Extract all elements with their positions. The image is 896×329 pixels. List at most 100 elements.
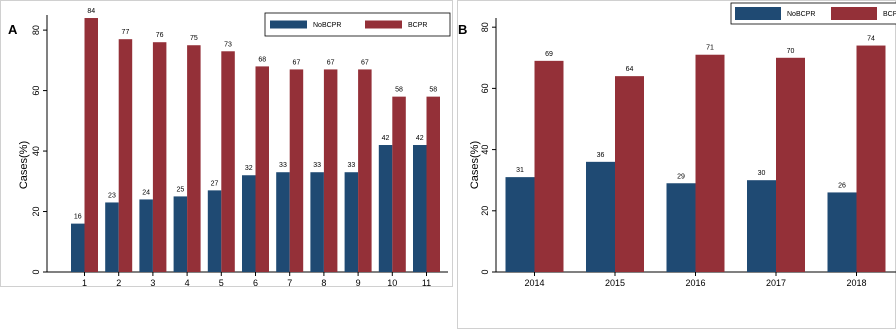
bar-nobcpr: [207, 190, 222, 272]
panel-frame: [457, 0, 896, 329]
data-label: 42: [382, 135, 390, 142]
data-label: 71: [706, 45, 714, 52]
bar-nobcpr: [413, 145, 427, 272]
x-tick-label: 5: [219, 278, 224, 288]
bar-bcpr: [426, 96, 440, 273]
legend-label: BCPR: [408, 22, 427, 29]
bar-nobcpr: [747, 180, 776, 272]
x-tick-label: 11: [422, 278, 431, 288]
y-tick-label: 60: [31, 86, 41, 96]
bar-nobcpr: [242, 175, 256, 272]
x-tick-label: 2014: [524, 278, 544, 288]
panel-frame: [0, 0, 453, 287]
legend: NoBCPR BCPR: [730, 2, 896, 25]
chart-panel-A: ACases(%)0204060801684123772247632575427…: [0, 0, 453, 288]
panel-label: A: [8, 22, 18, 37]
data-label: 64: [626, 66, 634, 73]
bar-bcpr: [776, 57, 805, 273]
x-tick-label: 4: [185, 278, 190, 288]
x-tick-label: 2: [116, 278, 121, 288]
data-label: 74: [867, 36, 875, 43]
bar-bcpr: [856, 45, 886, 272]
x-tick-label: 2015: [605, 278, 625, 288]
x-tick-label: 9: [356, 278, 361, 288]
data-label: 23: [108, 192, 116, 199]
y-tick-label: 80: [480, 22, 490, 32]
bar-bcpr: [392, 96, 406, 273]
x-tick-label: 10: [387, 278, 397, 288]
bar-bcpr: [187, 45, 201, 273]
bar-nobcpr: [505, 177, 535, 272]
bar-nobcpr: [173, 196, 188, 272]
bar-nobcpr: [344, 172, 359, 272]
bar-bcpr: [695, 54, 725, 272]
x-tick-label: 8: [321, 278, 326, 288]
data-label: 33: [347, 162, 355, 169]
bar-nobcpr: [139, 199, 153, 272]
bar-bcpr: [221, 51, 235, 273]
bar-bcpr: [152, 42, 167, 273]
data-label: 42: [416, 135, 424, 142]
bar-bcpr: [118, 39, 133, 273]
data-label: 69: [545, 51, 553, 58]
y-tick-label: 40: [480, 145, 490, 155]
bar-nobcpr: [310, 172, 324, 272]
bar-bcpr: [84, 18, 98, 272]
bar-nobcpr: [827, 192, 857, 272]
data-label: 76: [156, 32, 164, 39]
bar-nobcpr: [276, 172, 290, 272]
x-tick-label: 1: [82, 278, 87, 288]
data-label: 33: [279, 162, 287, 169]
data-label: 68: [258, 56, 266, 63]
data-label: 75: [190, 35, 198, 42]
data-label: 77: [122, 29, 130, 36]
legend: NoBCPR BCPR: [264, 12, 451, 37]
data-label: 58: [395, 87, 403, 94]
legend-label: NoBCPR: [313, 22, 341, 29]
y-axis-title: Cases(%): [18, 141, 30, 189]
legend-swatch-bcpr: [831, 7, 877, 20]
x-tick-label: 2017: [766, 278, 786, 288]
y-tick-label: 20: [31, 207, 41, 217]
legend-label: BCPR: [883, 11, 896, 18]
legend-box: [264, 12, 451, 37]
data-label: 67: [361, 59, 369, 66]
legend-label: NoBCPR: [787, 11, 815, 18]
x-tick-label: 6: [253, 278, 258, 288]
bar-bcpr: [289, 69, 304, 273]
data-label: 67: [327, 59, 335, 66]
data-label: 25: [176, 186, 184, 193]
y-tick-label: 80: [31, 25, 41, 35]
data-label: 16: [74, 214, 82, 221]
data-label: 67: [293, 59, 301, 66]
data-label: 58: [429, 87, 437, 94]
y-axis-title: Cases(%): [469, 141, 481, 189]
y-tick-label: 60: [480, 83, 490, 93]
bar-nobcpr: [378, 145, 393, 272]
y-tick-label: 20: [480, 206, 490, 216]
bar-bcpr: [615, 76, 644, 272]
chart-panel-B: B Cases(%) 0 20 40 60 80 31 69 2014 36 64 2015 29 71 20…: [457, 0, 896, 329]
y-tick-label: 0: [31, 269, 41, 274]
data-label: 30: [758, 170, 766, 177]
bar-nobcpr: [105, 202, 119, 272]
bar-bcpr: [534, 60, 564, 273]
legend-swatch-bcpr: [365, 20, 402, 29]
data-label: 26: [838, 182, 846, 189]
bar-bcpr: [323, 69, 338, 273]
data-label: 32: [245, 165, 253, 172]
bar-nobcpr: [586, 161, 615, 272]
legend-swatch-nobcpr: [270, 20, 307, 29]
data-label: 84: [87, 8, 95, 15]
x-tick-label: 2016: [685, 278, 705, 288]
data-label: 31: [516, 167, 524, 174]
data-label: 24: [142, 189, 150, 196]
data-label: 73: [224, 41, 232, 48]
y-tick-label: 0: [480, 269, 490, 274]
data-label: 27: [211, 180, 219, 187]
bar-nobcpr: [666, 183, 696, 272]
panel-label: B: [458, 22, 467, 37]
bar-bcpr: [255, 66, 269, 273]
data-label: 33: [313, 162, 321, 169]
